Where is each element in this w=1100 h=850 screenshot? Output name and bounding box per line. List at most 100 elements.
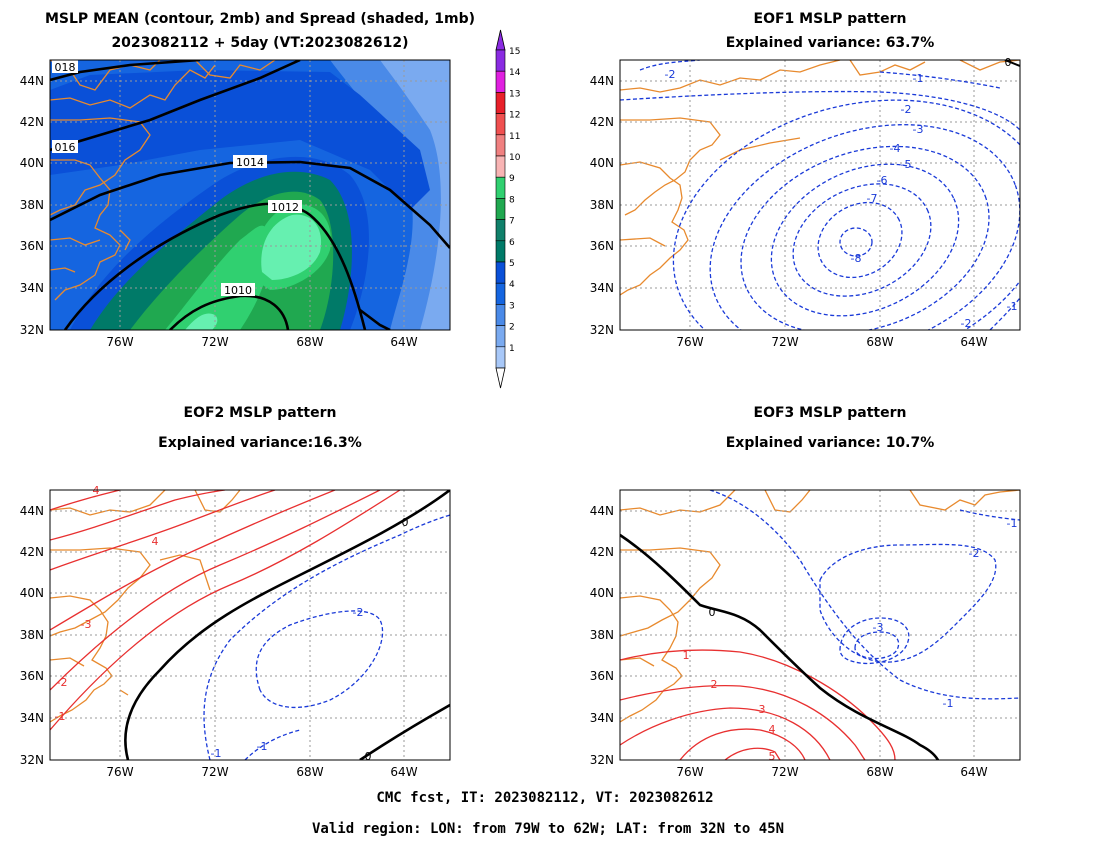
lat-tick-32n: 32N bbox=[20, 753, 44, 767]
eof2-zero-contours bbox=[124, 490, 450, 760]
colorbar-swatch-6 bbox=[495, 240, 506, 263]
eof3-label-neg1-ne: -1 bbox=[1007, 517, 1018, 530]
colorbar-swatch-13 bbox=[495, 92, 506, 114]
eof3-zero-contour bbox=[620, 533, 940, 760]
lat-tick-40n: 40N bbox=[590, 586, 614, 600]
eof3-label-1: 1 bbox=[683, 649, 690, 662]
eof1-label-neg2: -2 bbox=[901, 103, 912, 116]
colorbar-label-9: 9 bbox=[509, 174, 515, 184]
contour-label-018: 018 bbox=[55, 61, 76, 74]
colorbar-label-8: 8 bbox=[509, 195, 515, 205]
axis-lon-eof3: 76W 72W 68W 64W bbox=[676, 765, 987, 779]
eof3-coastline bbox=[620, 490, 1020, 723]
colorbar-swatch-15 bbox=[495, 49, 506, 72]
panel-eof2-title: EOF2 MSLP pattern bbox=[184, 405, 337, 421]
colorbar-swatch-14 bbox=[495, 70, 506, 93]
axis-lon-mean: 76W 72W 68W 64W bbox=[106, 335, 417, 349]
panel-mean-title: MSLP MEAN (contour, 2mb) and Spread (sha… bbox=[45, 11, 475, 27]
lon-tick-76w: 76W bbox=[106, 335, 133, 349]
colorbar-label-5: 5 bbox=[509, 259, 515, 269]
panel-eof3: EOF3 MSLP pattern Explained variance: 10… bbox=[590, 405, 1021, 779]
lat-tick-40n: 40N bbox=[590, 156, 614, 170]
footer-valid-region: Valid region: LON: from 79W to 62W; LAT:… bbox=[312, 821, 784, 837]
panel-mean: MSLP MEAN (contour, 2mb) and Spread (sha… bbox=[20, 11, 521, 389]
lat-tick-36n: 36N bbox=[590, 239, 614, 253]
lat-tick-38n: 38N bbox=[590, 198, 614, 212]
panel-eof1-subtitle: Explained variance: 63.7% bbox=[726, 35, 935, 51]
colorbar-label-11: 11 bbox=[509, 132, 520, 142]
eof1-contour-labels: -1 -2 -3 -4 -5 -6 -7 -8 -2 -2 -1 0 bbox=[665, 56, 1018, 330]
axis-lat-eof2: 44N 42N 40N 38N 36N 34N 32N bbox=[20, 504, 44, 767]
colorbar-label-6: 6 bbox=[509, 238, 515, 248]
eof2-label-3: -3 bbox=[81, 618, 92, 631]
eof2-label-1: -1 bbox=[55, 710, 66, 723]
colorbar-label-13: 13 bbox=[509, 89, 520, 99]
contour-label-1012: 1012 bbox=[271, 201, 299, 214]
panel-eof2-subtitle: Explained variance:16.3% bbox=[158, 435, 362, 451]
eof1-label-neg6: -6 bbox=[877, 174, 888, 187]
lat-tick-38n: 38N bbox=[20, 198, 44, 212]
lat-tick-32n: 32N bbox=[20, 323, 44, 337]
colorbar-swatch-10 bbox=[495, 155, 506, 178]
eof2-label-zero-ne: 0 bbox=[402, 516, 409, 529]
lat-tick-38n: 38N bbox=[20, 628, 44, 642]
eof1-label-zero: 0 bbox=[1005, 56, 1012, 69]
eof3-label-3: 3 bbox=[759, 703, 766, 716]
mean-contours bbox=[50, 60, 450, 330]
lon-tick-64w: 64W bbox=[390, 335, 417, 349]
eof2-label-neg1-s: -1 bbox=[211, 747, 222, 760]
eof2-negative-contours bbox=[203, 514, 450, 760]
contour-label-016: 016 bbox=[55, 141, 76, 154]
lon-tick-76w: 76W bbox=[676, 765, 703, 779]
lon-tick-76w: 76W bbox=[106, 765, 133, 779]
eof3-label-5: 5 bbox=[769, 750, 776, 763]
lon-tick-68w: 68W bbox=[296, 765, 323, 779]
colorbar-label-3: 3 bbox=[509, 301, 515, 311]
lat-tick-34n: 34N bbox=[20, 711, 44, 725]
colorbar-swatch-12 bbox=[495, 113, 506, 136]
lat-tick-34n: 34N bbox=[590, 281, 614, 295]
eof1-label-neg1: -1 bbox=[913, 72, 924, 85]
spread-colorbar: 15 14 13 12 11 10 9 8 7 6 5 4 3 2 1 bbox=[495, 29, 521, 389]
eof2-label-4: 4 bbox=[152, 535, 159, 548]
eof1-contours bbox=[620, 60, 1020, 330]
colorbar-swatch-1 bbox=[495, 346, 506, 369]
lon-tick-68w: 68W bbox=[296, 335, 323, 349]
colorbar-swatch-3 bbox=[495, 304, 506, 326]
eof1-label-neg1-se: -1 bbox=[1007, 300, 1018, 313]
lat-tick-34n: 34N bbox=[20, 281, 44, 295]
axis-lon-eof2: 76W 72W 68W 64W bbox=[106, 765, 417, 779]
colorbar-label-12: 12 bbox=[509, 111, 520, 121]
colorbar-swatch-7 bbox=[495, 219, 506, 242]
mean-contour-labels: 018 016 1014 1012 1010 bbox=[52, 60, 302, 297]
lat-tick-42n: 42N bbox=[20, 545, 44, 559]
colorbar-label-4: 4 bbox=[509, 280, 515, 290]
colorbar-label-10: 10 bbox=[509, 153, 521, 163]
lon-tick-68w: 68W bbox=[866, 765, 893, 779]
eof3-label-neg3: -3 bbox=[873, 621, 884, 634]
eof3-label-4: 4 bbox=[769, 723, 776, 736]
axis-lat-mean: 44N 42N 40N 38N 36N 34N 32N bbox=[20, 74, 44, 337]
grid-eof2 bbox=[50, 490, 450, 760]
grid-eof1 bbox=[620, 60, 1020, 330]
lat-tick-44n: 44N bbox=[590, 504, 614, 518]
spread-coastline bbox=[50, 60, 276, 301]
eof1-label-neg2-nw: -2 bbox=[665, 68, 676, 81]
lon-tick-64w: 64W bbox=[960, 765, 987, 779]
grid-eof3 bbox=[620, 490, 1020, 760]
lat-tick-44n: 44N bbox=[20, 74, 44, 88]
axis-lat-eof1: 44N 42N 40N 38N 36N 34N 32N bbox=[590, 74, 614, 337]
eof3-contour-labels: 0 -1 -2 -3 -1 1 2 3 4 5 bbox=[683, 517, 1018, 763]
eof3-label-zero: 0 bbox=[709, 606, 716, 619]
eof1-zero-contour bbox=[1004, 60, 1020, 67]
panel-eof1-title: EOF1 MSLP pattern bbox=[754, 11, 907, 27]
lat-tick-42n: 42N bbox=[590, 545, 614, 559]
eof2-label-zero-s: 0 bbox=[365, 750, 372, 763]
colorbar-top-arrow bbox=[495, 29, 506, 51]
colorbar-swatch-2 bbox=[495, 325, 506, 348]
lon-tick-72w: 72W bbox=[771, 335, 798, 349]
contour-label-1010: 1010 bbox=[224, 284, 252, 297]
colorbar-label-1: 1 bbox=[509, 344, 515, 354]
contour-label-1014: 1014 bbox=[236, 156, 264, 169]
